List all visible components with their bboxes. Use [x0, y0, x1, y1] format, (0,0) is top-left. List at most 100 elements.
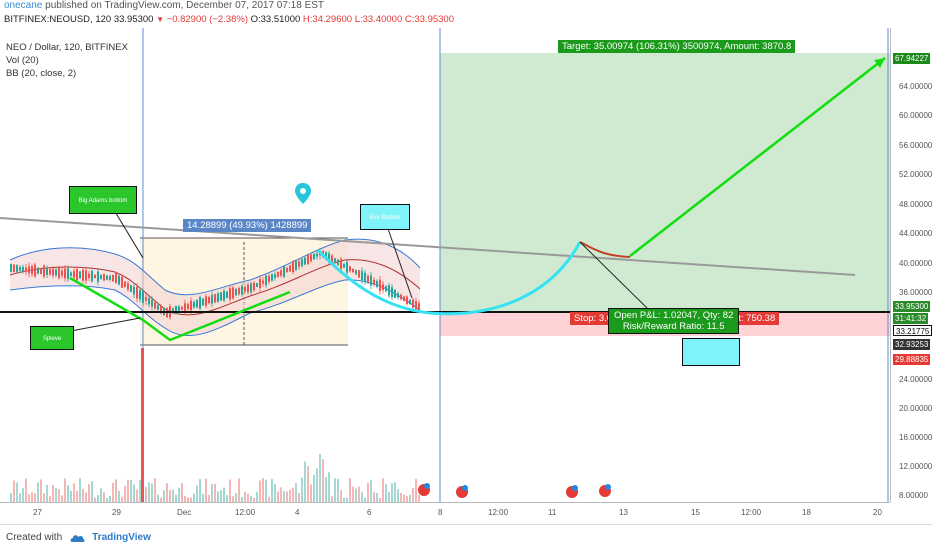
candle-body: [151, 299, 153, 307]
target-label[interactable]: Target: 35.00974 (106.31%) 3500974, Amou…: [558, 40, 796, 53]
chart-canvas[interactable]: [0, 28, 890, 502]
event-flag-icons[interactable]: [418, 483, 611, 498]
volume-bar: [202, 493, 204, 502]
candle-body: [364, 272, 366, 282]
volume-bar: [391, 483, 393, 502]
volume-bar: [253, 497, 255, 502]
price-chart[interactable]: NEO / Dollar, 120, BITFINEX Vol (20) BB …: [0, 28, 890, 502]
volume-bar: [85, 492, 87, 502]
candle-body: [133, 286, 135, 295]
volume-bar: [127, 479, 129, 502]
volume-bar: [337, 479, 339, 502]
volume-bar: [319, 454, 321, 502]
callout-big-adam[interactable]: Big Adams bottom: [69, 186, 137, 214]
price-axis[interactable]: 64.00000 60.00000 56.00000 52.00000 48.0…: [890, 28, 932, 502]
candle-body: [184, 303, 186, 312]
volume-bar: [397, 489, 399, 502]
handle-curve[interactable]: [579, 241, 631, 258]
candle-body: [337, 259, 339, 265]
callout-eve[interactable]: Eve Bottom: [360, 204, 410, 230]
candle-body: [406, 296, 408, 304]
green-trendline-left[interactable]: [69, 276, 291, 342]
volume-bar: [418, 495, 420, 502]
author-link[interactable]: onecane: [4, 0, 43, 11]
candle-body: [409, 299, 411, 305]
volume-bar: [283, 490, 285, 502]
legend-bollinger[interactable]: BB (20, close, 2): [6, 68, 77, 79]
candle-body: [46, 268, 48, 275]
price-tick: 64.00000: [899, 82, 932, 91]
candle-body: [190, 300, 192, 311]
volume-bar: [145, 486, 147, 502]
volume-bar: [358, 486, 360, 502]
candle-body: [370, 275, 372, 286]
volume-bar: [148, 482, 150, 502]
volume-bar: [112, 482, 114, 502]
candle-body: [109, 276, 111, 280]
volume-bar: [64, 478, 66, 502]
pl-box[interactable]: Open P&L: 1.02047, Qty: 82 Risk/Reward R…: [608, 308, 740, 334]
bb-lower-label: 32.93253: [893, 339, 931, 350]
candle-body: [394, 289, 396, 298]
volume-bar: [34, 493, 36, 502]
candle-body: [418, 303, 420, 311]
risk-reward-label: Risk/Reward Ratio: 11.5: [622, 321, 725, 332]
volume-bar: [382, 478, 384, 502]
resistance-trendline[interactable]: [0, 217, 856, 276]
time-axis[interactable]: 27 29 Dec 12:00 4 6 8 12:00 11 13 15 12:…: [0, 502, 890, 520]
volume-series: [10, 348, 420, 502]
target-zone[interactable]: [440, 53, 890, 311]
range-label[interactable]: 14.28899 (49.93%) 1428899: [183, 219, 312, 232]
price-tick: 20.00000: [899, 404, 932, 413]
publish-header: onecane published on TradingView.com, De…: [0, 0, 932, 13]
volume-bar: [406, 495, 408, 502]
green-target-arrow[interactable]: [629, 57, 886, 257]
legend-volume[interactable]: Vol (20): [6, 55, 39, 66]
pl-callout-box[interactable]: [682, 338, 740, 366]
candle-body: [289, 265, 291, 272]
candle-body: [22, 266, 24, 272]
candle-body: [205, 296, 207, 306]
price-tick: 8.00000: [899, 491, 928, 500]
tradingview-brand-link[interactable]: TradingView: [92, 532, 151, 543]
candle-body: [127, 283, 129, 290]
time-tick: Dec: [177, 508, 192, 517]
time-tick: 12:00: [235, 508, 256, 517]
price-tick: 40.00000: [899, 259, 932, 268]
stop-price-label: 29.88835: [893, 354, 931, 365]
volume-bar: [271, 479, 273, 502]
volume-bar: [163, 490, 165, 502]
cup-curve[interactable]: [316, 241, 582, 316]
candle-body: [382, 284, 384, 291]
bollinger-upper: [9, 238, 421, 296]
candle-body: [346, 261, 348, 273]
volume-bar: [40, 479, 42, 502]
candle-body: [415, 301, 417, 310]
volume-bar: [187, 497, 189, 502]
volume-bar: [400, 492, 402, 502]
candle-body: [334, 258, 336, 264]
volume-bar: [118, 490, 120, 502]
callout-connector-pl: [579, 241, 651, 312]
candle-body: [181, 306, 183, 310]
volume-bar: [82, 488, 84, 502]
bollinger-band-fill: [10, 239, 420, 336]
candle-body: [49, 269, 51, 275]
map-pin-icon[interactable]: [295, 183, 311, 204]
volume-bar: [43, 493, 45, 502]
created-with-label: Created with: [6, 532, 63, 543]
candle-body: [262, 280, 264, 284]
candle-body: [385, 286, 387, 292]
last-price-label: 33.95300: [893, 301, 931, 312]
candle-body: [397, 293, 399, 298]
price-tick: 48.00000: [899, 200, 932, 209]
volume-bar: [13, 480, 15, 502]
callout-sleeve[interactable]: Spleve: [30, 326, 74, 350]
volume-bar: [199, 479, 201, 502]
volume-bar: [55, 488, 57, 502]
candle-body: [142, 290, 144, 303]
volume-bar: [79, 478, 81, 502]
volume-bar: [208, 494, 210, 502]
volume-bar: [31, 492, 33, 502]
volume-bar: [196, 485, 198, 502]
